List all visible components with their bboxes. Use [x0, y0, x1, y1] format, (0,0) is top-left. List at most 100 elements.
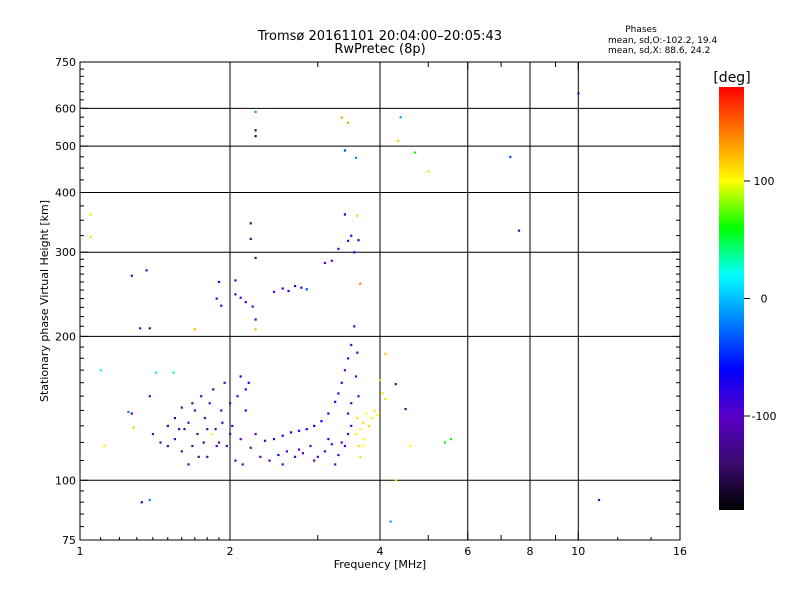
echo-point [327, 437, 330, 441]
y-axis-label: Stationary phase Virtual Height [km] [38, 200, 51, 402]
echo-point [220, 304, 223, 307]
echo-point [148, 327, 151, 330]
echo-point [334, 463, 337, 466]
echo-point [244, 301, 247, 304]
echo-point [254, 110, 257, 114]
colorbar [719, 87, 744, 510]
legend-line-x: mean, sd,X: 88.6, 24.2 [608, 46, 710, 56]
echo-point [229, 432, 232, 436]
echo-point [293, 455, 297, 458]
echo-point [268, 459, 271, 462]
echo-point [210, 432, 214, 436]
echo-point [449, 437, 453, 441]
echo-point [357, 395, 360, 398]
echo-point [357, 444, 360, 448]
echo-point [221, 421, 224, 424]
echo-point [320, 420, 323, 423]
echo-point [305, 288, 308, 291]
colorbar-label: [deg] [713, 70, 750, 86]
echo-point [247, 381, 250, 384]
x-tick-label: 4 [377, 545, 384, 558]
echo-point [340, 116, 343, 119]
echo-point [234, 279, 237, 282]
echo-point [359, 428, 362, 431]
data-points [89, 92, 601, 523]
echo-point [196, 432, 199, 436]
echo-point [241, 463, 244, 466]
echo-point [225, 444, 228, 448]
echo-point [223, 381, 226, 384]
echo-point [350, 343, 353, 347]
echo-point [254, 432, 257, 436]
echo-point [350, 234, 353, 237]
echo-point [172, 371, 175, 374]
y-tick-label: 300 [55, 246, 76, 259]
echo-point [148, 395, 151, 398]
echo-point [340, 381, 343, 384]
echo-point [148, 498, 151, 502]
echo-point [154, 371, 158, 374]
echo-point [376, 413, 379, 417]
echo-point [300, 286, 303, 289]
echo-point [173, 437, 177, 441]
echo-point [305, 428, 308, 431]
echo-point [337, 453, 340, 457]
echo-point [389, 520, 392, 523]
echo-point [263, 439, 267, 442]
echo-point [191, 402, 194, 405]
y-tick-label: 75 [62, 534, 76, 547]
echo-point [202, 441, 205, 444]
echo-point [272, 437, 276, 441]
echo-point [394, 479, 397, 482]
echo-point [337, 392, 340, 395]
echo-point [323, 261, 327, 265]
echo-point [166, 424, 169, 428]
echo-point [229, 402, 232, 405]
echo-point [359, 282, 362, 285]
legend-title: Phases [625, 25, 657, 35]
echo-point [234, 293, 237, 296]
x-tick-label: 1 [77, 545, 84, 558]
echo-point [334, 400, 337, 403]
echo-point [356, 416, 359, 420]
echo-point [343, 369, 347, 372]
echo-point [127, 410, 130, 414]
echo-point [343, 213, 347, 216]
echo-point [346, 239, 350, 242]
echo-point [183, 428, 186, 431]
echo-point [297, 448, 301, 451]
echo-point [244, 409, 247, 412]
echo-point [203, 416, 206, 420]
x-tick-label: 16 [673, 545, 687, 558]
plot-frame [79, 61, 681, 541]
echo-point [145, 269, 148, 272]
echo-point [597, 498, 601, 502]
echo-point [365, 412, 368, 415]
echo-point [357, 239, 360, 242]
echo-point [343, 444, 347, 448]
echo-point [254, 256, 257, 260]
echo-point [399, 116, 402, 119]
echo-point [277, 453, 280, 457]
echo-point [200, 395, 203, 398]
echo-point [191, 444, 194, 448]
echo-point [354, 375, 358, 378]
colorbar-tick-label: -100 [752, 410, 777, 423]
echo-point [330, 443, 333, 446]
echo-point [293, 284, 297, 288]
echo-point [353, 325, 356, 328]
echo-point [340, 441, 343, 444]
echo-point [217, 280, 221, 284]
echo-point [103, 444, 106, 448]
echo-point [187, 421, 190, 424]
echo-point [89, 235, 92, 239]
echo-point [214, 428, 217, 431]
echo-point [313, 459, 316, 462]
echo-point [327, 412, 330, 415]
echo-point [309, 444, 312, 448]
echo-point [140, 501, 143, 504]
echo-point [254, 328, 257, 331]
echo-point [239, 437, 242, 441]
echo-point [130, 274, 133, 277]
